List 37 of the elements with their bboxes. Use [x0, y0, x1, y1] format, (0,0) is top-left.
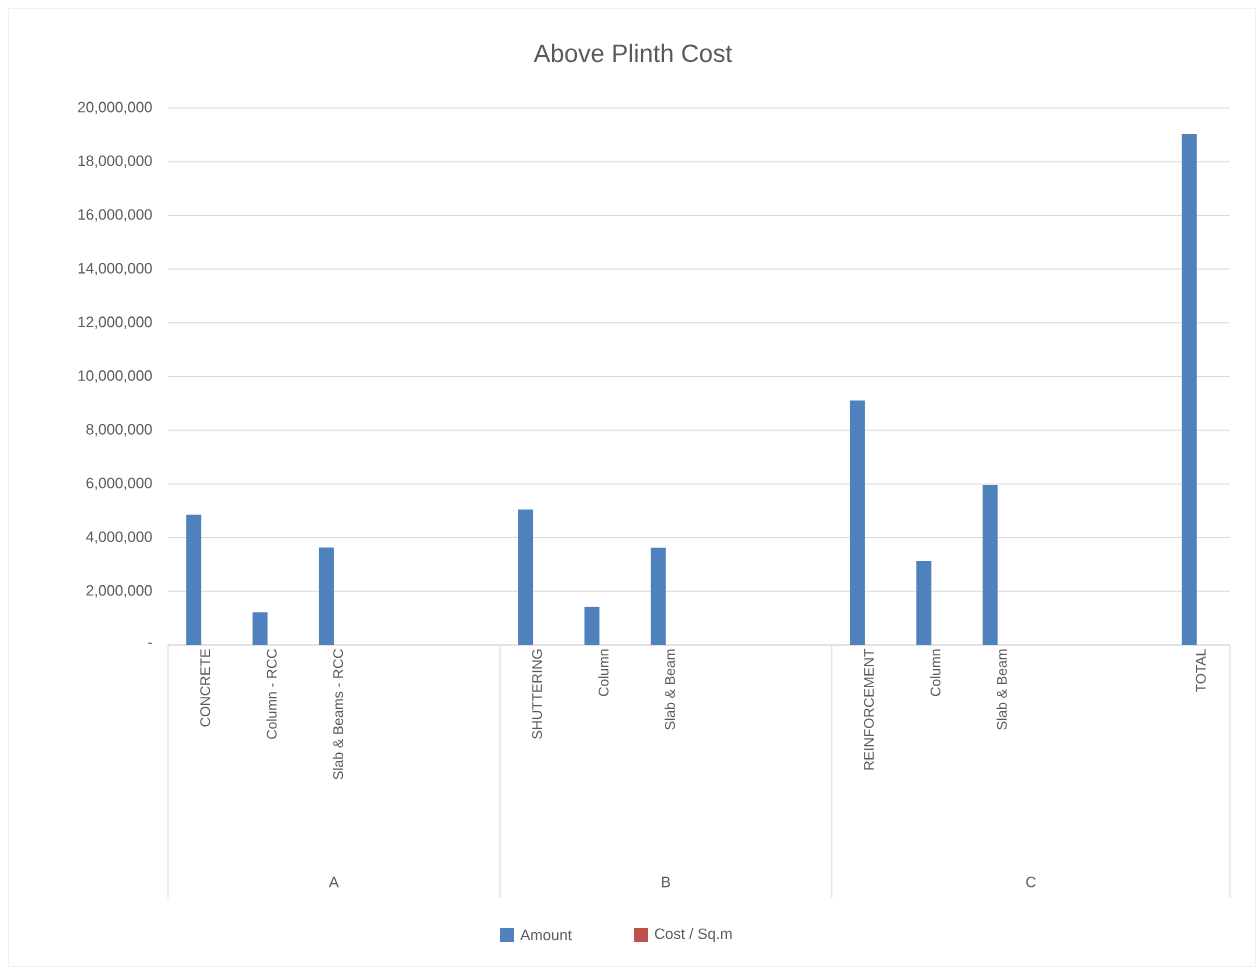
chart-title: Above Plinth Cost [533, 43, 733, 63]
x-tick-label: Column [598, 649, 609, 697]
legend-label: Amount [520, 929, 572, 941]
y-tick-label: 2,000,000 [86, 585, 152, 598]
bar [584, 606, 600, 646]
y-tick-label: 12,000,000 [78, 316, 152, 329]
legend-label: Cost / Sq.m [654, 928, 732, 942]
text: A [328, 876, 339, 888]
y-tick-label: 8,000,000 [86, 424, 152, 437]
x-tick-label: SHUTTERING [532, 649, 543, 739]
y-tick-label: 14,000,000 [78, 262, 152, 276]
y-tick-label: 10,000,000 [78, 370, 152, 383]
x-tick-label: TOTAL [1195, 649, 1206, 693]
y-tick-label: 16,000,000 [78, 209, 152, 222]
x-tick-label: CONCRETE [200, 649, 211, 727]
bar [252, 612, 268, 646]
bar [1181, 134, 1197, 646]
bar [186, 514, 202, 646]
x-tick-label: Column - RCC [266, 649, 277, 739]
bar [650, 547, 666, 646]
bar [849, 400, 865, 646]
bar [916, 560, 932, 646]
x-tick-label: Column [930, 649, 941, 697]
x-tick-label: Slab & Beam [664, 649, 675, 730]
y-tick-label: 18,000,000 [78, 155, 152, 168]
bar [318, 547, 334, 646]
text: B [662, 876, 671, 888]
x-tick-label: Slab & Beams - RCC [332, 649, 344, 780]
y-tick-label: 20,000,000 [78, 101, 152, 115]
bar [518, 509, 534, 646]
x-tick-label: Slab & Beam [996, 649, 1007, 730]
y-tick-label: - [148, 642, 152, 644]
y-tick-label: 6,000,000 [86, 477, 152, 491]
x-tick-label: REINFORCEMENT [863, 648, 874, 770]
bar [982, 484, 998, 646]
text: C [1026, 876, 1036, 888]
y-tick-label: 4,000,000 [86, 531, 152, 544]
